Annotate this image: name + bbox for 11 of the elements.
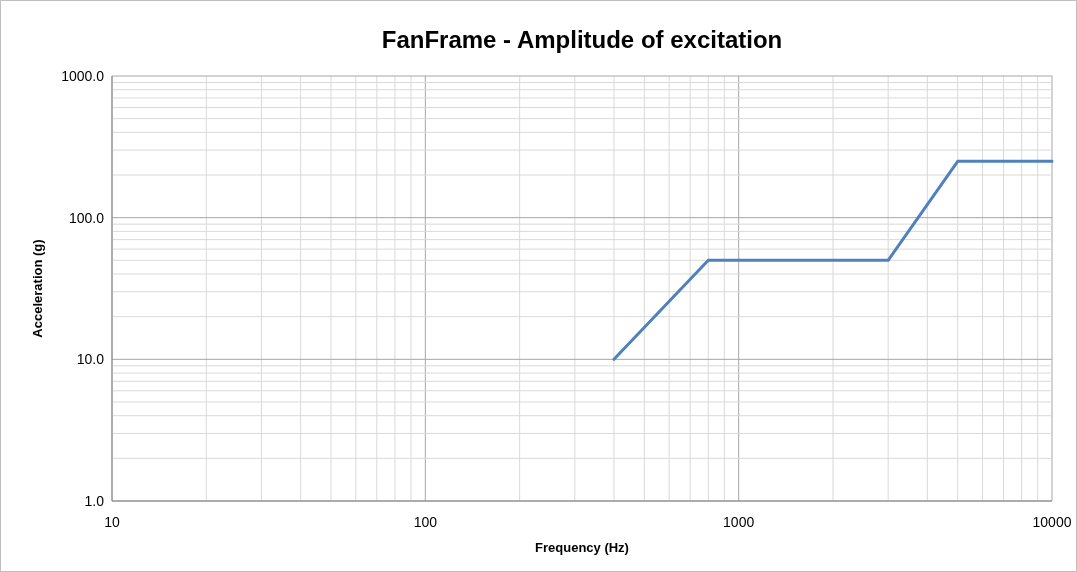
- y-tick-label: 10.0: [76, 351, 105, 368]
- y-tick-label: 1.0: [84, 493, 105, 509]
- y-tick-label: 100.0: [68, 209, 105, 226]
- chart-title: FanFrame - Amplitude of excitation: [381, 26, 783, 53]
- x-axis-title: Frequency (Hz): [535, 540, 629, 555]
- x-tick-label: 10000: [1032, 514, 1072, 530]
- x-tick-label: 10: [104, 514, 120, 530]
- x-tick-label: 100: [413, 514, 438, 530]
- y-axis-title: Acceleration (g): [30, 239, 45, 338]
- x-tick-label: 1000: [723, 514, 755, 530]
- y-tick-label: 1000.0: [61, 68, 105, 84]
